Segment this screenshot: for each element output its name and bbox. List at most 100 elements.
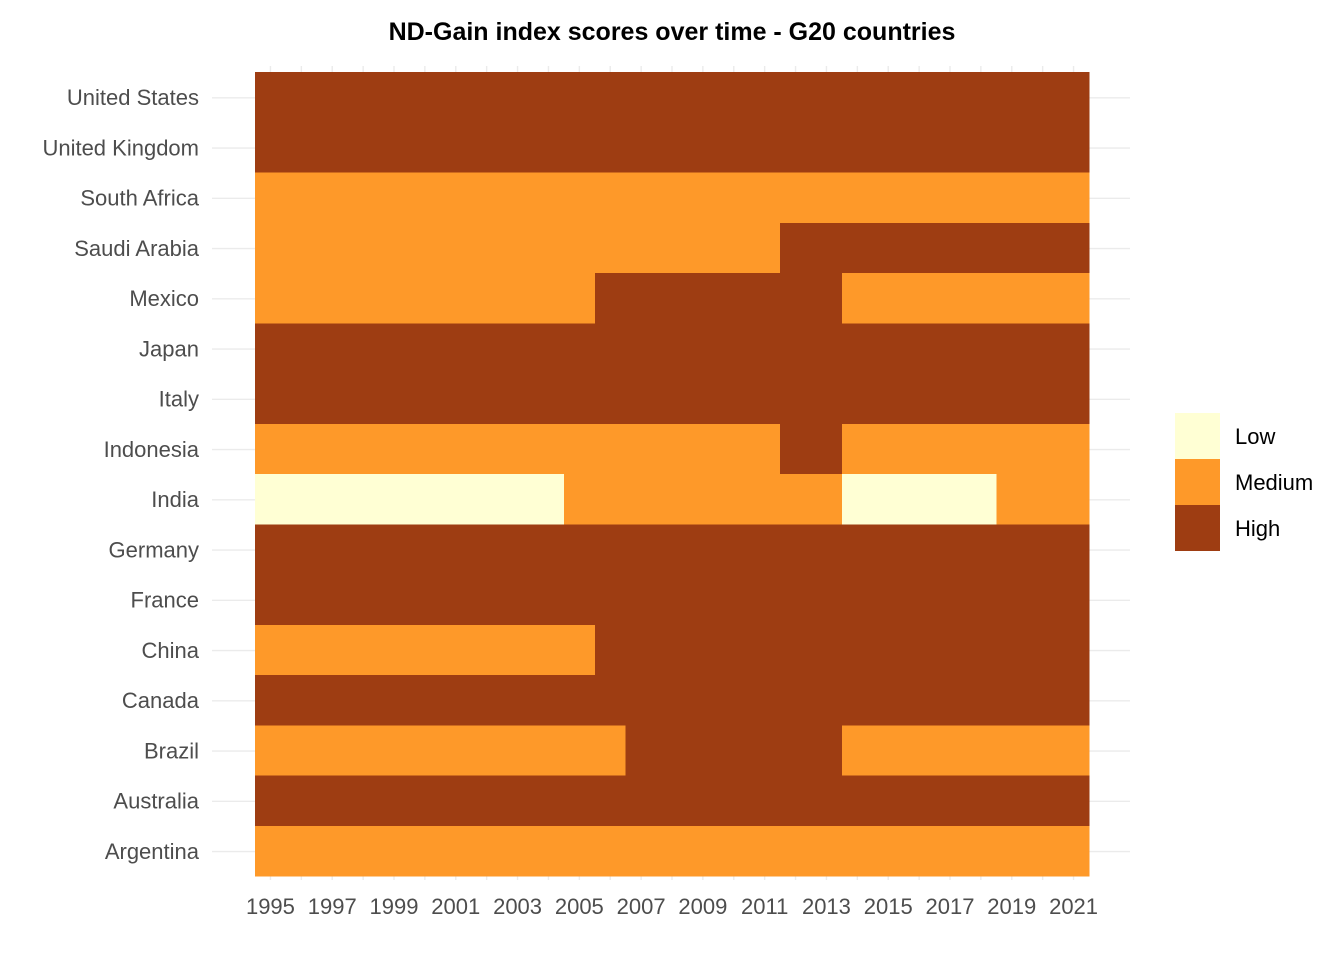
heatmap-tile-italy-2016	[903, 373, 936, 425]
heatmap-tile-south-africa-2010	[718, 172, 750, 224]
heatmap-tile-japan-2004	[533, 323, 565, 375]
heatmap-tile-japan-2014	[841, 323, 874, 375]
heatmap-tile-indonesia-2001	[440, 423, 472, 475]
heatmap-tile-united-kingdom-2001	[440, 122, 472, 174]
heatmap-tile-canada-2009	[687, 675, 719, 726]
heatmap-tile-saudi-arabia-2003	[502, 222, 534, 274]
heatmap-tile-france-2001	[440, 574, 472, 626]
heatmap-tile-france-2002	[471, 574, 503, 626]
heatmap-tile-mexico-2014	[841, 273, 874, 324]
legend-key-high	[1175, 505, 1220, 551]
heatmap-tile-south-africa-1995	[255, 172, 287, 224]
heatmap-tile-germany-2003	[502, 524, 534, 576]
heatmap-tile-united-kingdom-2019	[996, 122, 1028, 174]
heatmap-tile-united-states-1999	[378, 72, 411, 123]
heatmap-tile-canada-2003	[502, 675, 534, 726]
heatmap-tile-australia-2009	[687, 775, 719, 827]
heatmap-tile-brazil-2012	[780, 725, 812, 777]
heatmap-tile-argentina-2000	[409, 825, 441, 877]
heatmap-tile-united-kingdom-1997	[316, 122, 349, 174]
heatmap-tile-canada-2006	[594, 675, 627, 726]
heatmap-tile-china-2021	[1058, 624, 1090, 676]
heatmap-tile-mexico-1996	[285, 273, 318, 324]
chart-title: ND-Gain index scores over time - G20 cou…	[389, 18, 956, 46]
x-tick-label-2005: 2005	[555, 894, 604, 919]
heatmap-tile-mexico-2005	[563, 273, 596, 324]
heatmap-tile-brazil-2006	[594, 725, 627, 777]
heatmap-tile-france-2004	[533, 574, 565, 626]
y-tick-label-japan: Japan	[139, 336, 199, 361]
heatmap-tile-germany-1996	[285, 524, 318, 576]
heatmap-tile-argentina-2011	[749, 825, 781, 877]
heatmap-tile-italy-2004	[533, 373, 565, 425]
x-tick-label-2009: 2009	[678, 894, 727, 919]
heatmap-tile-china-2020	[1027, 624, 1059, 676]
heatmap-tile-argentina-2017	[934, 825, 967, 877]
heatmap-tile-australia-2016	[903, 775, 936, 827]
heatmap-tile-germany-2001	[440, 524, 472, 576]
heatmap-tile-china-2010	[718, 624, 750, 676]
heatmap-tile-china-1996	[285, 624, 318, 676]
heatmap-tile-south-africa-2000	[409, 172, 441, 224]
heatmap-tile-argentina-2020	[1027, 825, 1059, 877]
heatmap-tile-india-2015	[872, 474, 905, 525]
heatmap-tile-india-2005	[563, 474, 596, 525]
heatmap-tile-mexico-2018	[965, 273, 997, 324]
heatmap-tile-united-kingdom-2006	[594, 122, 627, 174]
heatmap-tile-australia-2005	[563, 775, 596, 827]
legend-key-medium	[1175, 459, 1220, 505]
heatmap-tile-france-2011	[749, 574, 781, 626]
x-tick-label-2007: 2007	[617, 894, 666, 919]
heatmap-tile-south-africa-2015	[872, 172, 905, 224]
heatmap-tile-brazil-2020	[1027, 725, 1059, 777]
heatmap-tile-saudi-arabia-2010	[718, 222, 750, 274]
heatmap-tile-japan-1996	[285, 323, 318, 375]
heatmap-tile-china-2002	[471, 624, 503, 676]
heatmap-tile-brazil-2008	[656, 725, 689, 777]
y-axis-labels: United States United Kingdom South Africa S…	[42, 85, 199, 864]
heatmap-tile-indonesia-2019	[996, 423, 1028, 475]
heatmap-tile-united-kingdom-2015	[872, 122, 905, 174]
heatmap-tile-indonesia-2003	[502, 423, 534, 475]
heatmap-tile-mexico-2016	[903, 273, 936, 324]
heatmap-tile-germany-2016	[903, 524, 936, 576]
heatmap-tile-japan-2010	[718, 323, 750, 375]
heatmap-tile-south-africa-2004	[533, 172, 565, 224]
heatmap-tile-argentina-2005	[563, 825, 596, 877]
heatmap-tile-germany-2019	[996, 524, 1028, 576]
heatmap-tile-australia-2004	[533, 775, 565, 827]
heatmap-tile-australia-2012	[780, 775, 812, 827]
heatmap-tile-france-2013	[811, 574, 843, 626]
heatmap-tile-italy-2010	[718, 373, 750, 425]
heatmap-tile-china-2000	[409, 624, 441, 676]
heatmap-tile-australia-1999	[378, 775, 411, 827]
heatmap-tile-saudi-arabia-2017	[934, 222, 967, 274]
heatmap-tile-saudi-arabia-2008	[656, 222, 689, 274]
heatmap-tile-south-africa-2011	[749, 172, 781, 224]
heatmap-tile-south-africa-2016	[903, 172, 936, 224]
heatmap-tile-italy-2020	[1027, 373, 1059, 425]
heatmap-tile-south-africa-2014	[841, 172, 874, 224]
heatmap-tile-brazil-2000	[409, 725, 441, 777]
heatmap-tile-india-2019	[996, 474, 1028, 525]
heatmap-tile-japan-2013	[811, 323, 843, 375]
x-axis-labels: 1995 1997 1999 2001 2003 2005 2007 2009 2011 2013…	[246, 894, 1098, 919]
heatmap-tile-argentina-2004	[533, 825, 565, 877]
heatmap-tile-united-states-2002	[471, 72, 503, 123]
heatmap-tile-japan-1997	[316, 323, 349, 375]
heatmap-tile-saudi-arabia-2020	[1027, 222, 1059, 274]
heatmap-tile-france-2007	[625, 574, 658, 626]
heatmap-tile-argentina-2018	[965, 825, 997, 877]
heatmap-tile-italy-1995	[255, 373, 287, 425]
heatmap-tile-germany-2013	[811, 524, 843, 576]
heatmap-tile-germany-2010	[718, 524, 750, 576]
heatmap-tile-south-africa-2007	[625, 172, 658, 224]
heatmap-tile-saudi-arabia-2019	[996, 222, 1028, 274]
heatmap-tile-united-kingdom-2012	[780, 122, 812, 174]
heatmap-tile-argentina-2006	[594, 825, 627, 877]
heatmap-tile-germany-2018	[965, 524, 997, 576]
heatmap-tile-italy-2007	[625, 373, 658, 425]
heatmap-tile-indonesia-2006	[594, 423, 627, 475]
heatmap-tile-united-states-2014	[841, 72, 874, 123]
heatmap-tile-canada-2007	[625, 675, 658, 726]
